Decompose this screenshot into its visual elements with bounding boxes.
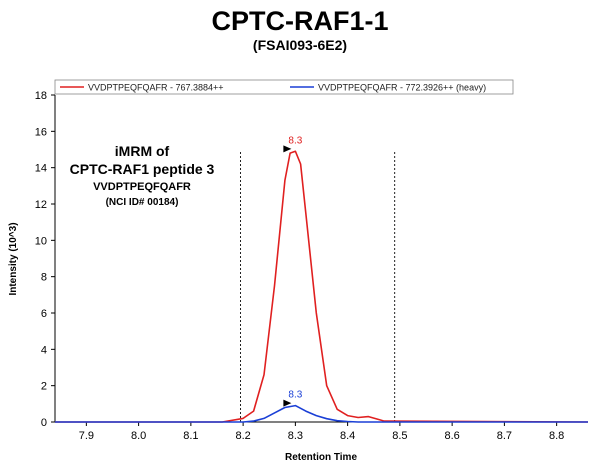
legend-box — [54, 79, 514, 95]
x-axis-label: Retention Time — [285, 452, 357, 463]
peak-label-light: 8.3 — [288, 135, 302, 146]
series-lines — [55, 150, 589, 423]
y-tick-label: 0 — [41, 417, 47, 429]
y-tick-label: 18 — [35, 90, 47, 102]
y-axis-label: Intensity (10^3) — [8, 222, 19, 295]
y-tick-label: 12 — [35, 199, 47, 211]
y-tick-label: 10 — [35, 235, 47, 247]
x-tick-label: 8.2 — [235, 430, 250, 442]
peak-labels: 8.3 8.3 — [283, 135, 303, 407]
x-tick-label: 8.1 — [183, 430, 198, 442]
x-tick-label: 8.4 — [340, 430, 355, 442]
annotation-line-4: (NCI ID# 00184) — [106, 197, 179, 208]
x-tick-label: 8.7 — [497, 430, 512, 442]
y-ticks: 0 2 4 6 8 10 12 14 16 18 — [35, 90, 55, 429]
y-tick-label: 6 — [41, 308, 47, 320]
y-tick-label: 14 — [35, 163, 47, 175]
integration-boundaries — [240, 152, 396, 422]
x-ticks: 7.9 8.0 8.1 8.2 8.3 8.4 8.5 8.6 8.7 8.8 — [79, 422, 564, 442]
annotation-block: iMRM of CPTC-RAF1 peptide 3 VVDPTPEQFQAF… — [70, 143, 215, 208]
annotation-line-2: CPTC-RAF1 peptide 3 — [70, 161, 215, 177]
peak-marker-icon — [283, 399, 292, 407]
legend-label-heavy: VVDPTPEQFQAFR - 772.3926++ (heavy) — [318, 83, 486, 93]
y-tick-label: 4 — [41, 344, 47, 356]
x-tick-label: 8.6 — [444, 430, 459, 442]
x-tick-label: 7.9 — [79, 430, 94, 442]
legend-label-light: VVDPTPEQFQAFR - 767.3884++ — [88, 83, 224, 93]
y-tick-label: 16 — [35, 126, 47, 138]
series-line-light — [55, 150, 589, 423]
y-tick-label: 8 — [41, 272, 47, 284]
y-tick-label: 2 — [41, 381, 47, 393]
peak-label-heavy: 8.3 — [288, 390, 302, 401]
x-tick-label: 8.8 — [549, 430, 564, 442]
x-tick-label: 8.3 — [288, 430, 303, 442]
series-line-heavy — [55, 404, 588, 423]
annotation-line-3: VVDPTPEQFQAFR — [93, 181, 191, 193]
x-tick-label: 8.5 — [392, 430, 407, 442]
peak-marker-icon — [283, 145, 292, 153]
x-tick-label: 8.0 — [131, 430, 146, 442]
chart-subtitle: (FSAI093-6E2) — [253, 37, 347, 53]
chart-title: CPTC-RAF1-1 — [211, 6, 388, 36]
annotation-line-1: iMRM of — [115, 143, 170, 159]
legend: VVDPTPEQFQAFR - 767.3884++ VVDPTPEQFQAFR… — [54, 79, 514, 95]
